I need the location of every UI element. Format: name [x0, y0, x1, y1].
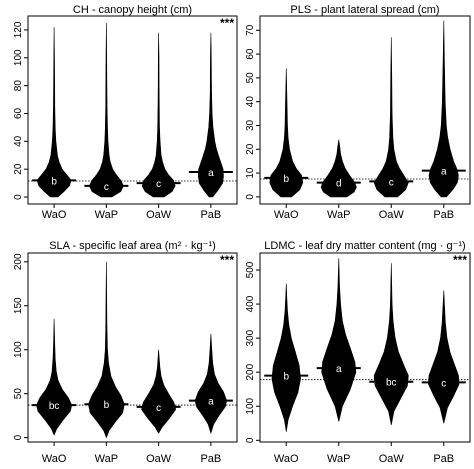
violin-PaB [197, 32, 224, 198]
violin-PaB [194, 333, 228, 435]
violin-WaO [269, 68, 304, 198]
y-tick-label: 50 [245, 72, 256, 84]
x-tick-label-OaW: OaW [146, 209, 172, 221]
chart-panel: b c c a 0 20 40 60 80 100 120 WaO WaP OaW PaB CH - cano… [13, 4, 238, 221]
group-letter-OaW: c [156, 403, 161, 414]
group-letter-WaP: d [336, 179, 342, 190]
panel-title: LDMC - leaf dry matter content (mg · g⁻¹… [264, 240, 465, 252]
plot-frame [27, 15, 238, 205]
x-tick-label-PaB: PaB [200, 453, 221, 465]
violin-OaW [373, 37, 409, 198]
y-tick-label: 60 [245, 48, 256, 60]
y-tick-label: 100 [13, 341, 24, 358]
violin-WaO [36, 318, 73, 436]
y-tick-label: 50 [13, 388, 24, 400]
y-tick-label: 0 [13, 194, 24, 200]
group-letter-PaB: a [441, 167, 447, 178]
x-tick-label-WaO: WaO [274, 453, 299, 465]
x-tick-label-OaW: OaW [379, 209, 405, 221]
y-tick-label: 10 [245, 167, 256, 179]
group-letter-OaW: c [156, 179, 161, 190]
group-letter-PaB: a [208, 397, 214, 408]
y-tick-label: 20 [245, 143, 256, 155]
group-letter-OaW: bc [386, 378, 397, 389]
panel-title: CH - canopy height (cm) [73, 4, 192, 16]
x-tick-label-WaO: WaO [274, 209, 299, 221]
y-tick-label: 150 [13, 297, 24, 314]
significance-label: *** [220, 16, 234, 30]
x-tick-label-OaW: OaW [379, 453, 405, 465]
group-letter-PaB: a [208, 168, 214, 179]
x-tick-label-WaP: WaP [95, 453, 118, 465]
y-tick-label: 0 [245, 437, 256, 443]
x-tick-label-WaP: WaP [327, 209, 350, 221]
panel-title: PLS - plant lateral spread (cm) [290, 4, 439, 16]
y-tick-label: 40 [13, 135, 24, 147]
chart-panel: b a bc c 0 100 200 300 400 500 WaO WaP OaW PaB LDMC - … [245, 240, 471, 465]
y-tick-label: 60 [13, 107, 24, 119]
y-tick-label: 20 [13, 163, 24, 175]
x-tick-label-WaP: WaP [95, 209, 118, 221]
y-tick-label: 80 [13, 80, 24, 92]
group-letter-WaO: b [283, 174, 289, 185]
group-letter-WaO: b [283, 372, 289, 383]
y-tick-label: 100 [13, 49, 24, 66]
group-letter-OaW: c [389, 177, 394, 188]
x-tick-label-OaW: OaW [146, 453, 172, 465]
group-letter-WaP: a [336, 364, 342, 375]
x-tick-label-WaO: WaO [42, 453, 67, 465]
violin-OaW [373, 263, 409, 426]
y-tick-label: 0 [13, 434, 24, 440]
group-letter-WaO: b [51, 176, 57, 187]
violin-WaO [271, 283, 301, 432]
violin-PaB [428, 20, 459, 198]
y-tick-label: 120 [13, 21, 24, 38]
violin-OaW [141, 32, 176, 198]
plot-frame [259, 15, 471, 205]
y-tick-label: 30 [245, 119, 256, 131]
significance-label: *** [220, 253, 234, 267]
group-letter-WaP: b [104, 400, 110, 411]
significance-label: *** [453, 253, 467, 267]
chart-panel: b d c a 0 10 20 30 40 50 60 70 WaO WaP OaW PaB PLS - pla… [245, 4, 471, 221]
plot-frame [27, 252, 238, 443]
violin-OaW [141, 349, 177, 434]
y-tick-label: 400 [245, 295, 256, 312]
x-tick-label-PaB: PaB [200, 209, 221, 221]
group-letter-WaP: c [104, 182, 109, 193]
group-letter-WaO: bc [49, 401, 60, 412]
x-tick-label-PaB: PaB [433, 453, 454, 465]
y-tick-label: 100 [245, 397, 256, 414]
y-tick-label: 200 [13, 253, 24, 270]
x-tick-label-WaO: WaO [42, 209, 67, 221]
y-tick-label: 200 [245, 363, 256, 380]
violin-WaP [321, 258, 357, 422]
y-tick-label: 500 [245, 261, 256, 278]
violin-WaP [88, 22, 124, 198]
violin-WaO [36, 27, 72, 198]
y-tick-label: 70 [245, 24, 256, 36]
y-tick-label: 300 [245, 329, 256, 346]
y-tick-label: 40 [245, 96, 256, 108]
x-tick-label-PaB: PaB [433, 209, 454, 221]
violin-PaB [428, 290, 460, 424]
group-letter-PaB: c [441, 378, 446, 389]
panel-title: SLA - specific leaf area (m² · kg⁻¹) [49, 240, 216, 252]
y-tick-label: 0 [245, 194, 256, 200]
x-tick-label-WaP: WaP [327, 453, 350, 465]
violin-WaP [88, 261, 125, 439]
plot-frame [259, 252, 471, 443]
